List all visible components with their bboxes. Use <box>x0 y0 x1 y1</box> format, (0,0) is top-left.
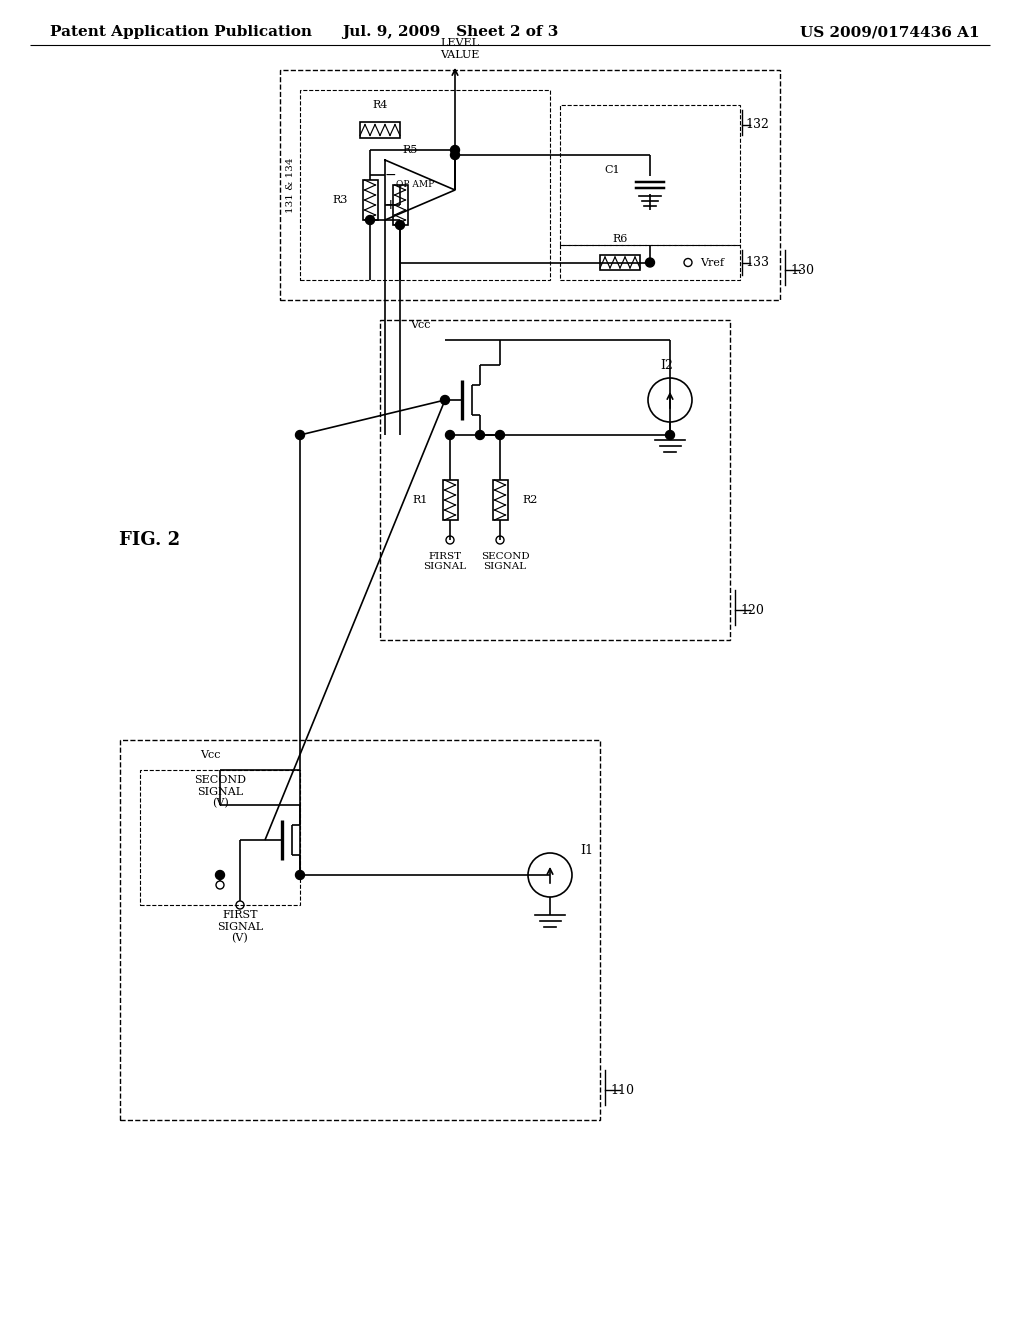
Circle shape <box>215 870 224 879</box>
Text: OP AMP: OP AMP <box>396 181 434 190</box>
Text: FIRST
SIGNAL
(V): FIRST SIGNAL (V) <box>217 909 263 944</box>
Text: Vref: Vref <box>700 257 724 268</box>
Text: SECOND
SIGNAL
(V): SECOND SIGNAL (V) <box>194 775 246 809</box>
Circle shape <box>666 430 675 440</box>
Circle shape <box>445 430 455 440</box>
Circle shape <box>296 870 304 879</box>
Text: I2: I2 <box>660 359 673 371</box>
Circle shape <box>451 145 460 154</box>
Text: R1: R1 <box>413 495 428 506</box>
Bar <box>120 741 600 1119</box>
Bar <box>493 480 508 520</box>
Text: Jul. 9, 2009   Sheet 2 of 3: Jul. 9, 2009 Sheet 2 of 3 <box>342 25 558 40</box>
Text: FIRST
SIGNAL: FIRST SIGNAL <box>424 552 467 572</box>
Bar <box>280 70 780 300</box>
Bar <box>380 319 730 640</box>
Text: 120: 120 <box>740 603 764 616</box>
Bar <box>442 480 458 520</box>
Circle shape <box>395 220 404 230</box>
Text: 133: 133 <box>745 256 769 269</box>
Circle shape <box>451 150 460 160</box>
Circle shape <box>296 430 304 440</box>
Text: Patent Application Publication: Patent Application Publication <box>50 25 312 40</box>
Text: R6: R6 <box>612 235 628 244</box>
Bar <box>392 185 408 224</box>
Text: R3: R3 <box>333 195 348 205</box>
Text: +: + <box>384 198 396 213</box>
Circle shape <box>645 257 654 267</box>
Text: Vcc: Vcc <box>410 319 430 330</box>
Circle shape <box>440 396 450 404</box>
Text: 110: 110 <box>610 1084 634 1097</box>
Text: LEVEL
VALUE: LEVEL VALUE <box>440 38 479 59</box>
Text: R2: R2 <box>522 495 538 506</box>
Text: US 2009/0174436 A1: US 2009/0174436 A1 <box>801 25 980 40</box>
Text: 130: 130 <box>790 264 814 276</box>
Text: SECOND
SIGNAL: SECOND SIGNAL <box>480 552 529 572</box>
Bar <box>140 770 300 906</box>
Bar <box>600 255 640 271</box>
Text: C1: C1 <box>604 165 620 176</box>
Bar <box>360 123 400 137</box>
Text: 131 & 134: 131 & 134 <box>286 157 295 213</box>
Text: Vcc: Vcc <box>200 750 220 760</box>
Bar <box>300 90 550 280</box>
Bar <box>560 106 740 246</box>
Circle shape <box>366 215 375 224</box>
Text: −: − <box>384 168 396 182</box>
Circle shape <box>496 430 505 440</box>
Bar <box>362 180 378 220</box>
Bar <box>560 246 740 280</box>
Text: 132: 132 <box>745 119 769 132</box>
Text: I1: I1 <box>580 843 593 857</box>
Text: R4: R4 <box>373 100 388 110</box>
Text: FIG. 2: FIG. 2 <box>120 531 180 549</box>
Polygon shape <box>385 160 455 220</box>
Text: R5: R5 <box>402 145 418 154</box>
Circle shape <box>475 430 484 440</box>
